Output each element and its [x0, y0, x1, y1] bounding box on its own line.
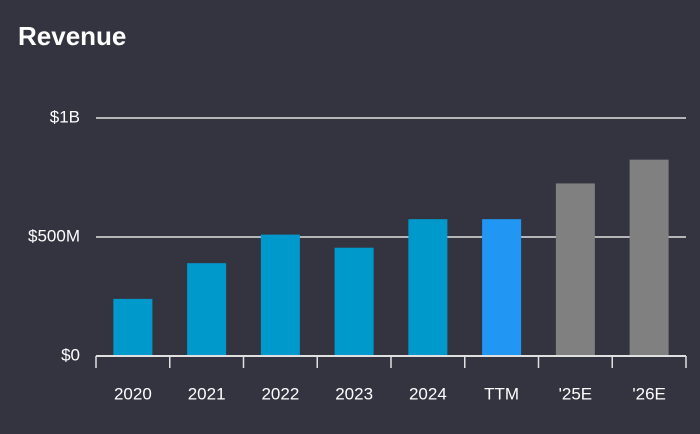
x-tick-label: 2020 [114, 384, 152, 403]
bar [260, 234, 300, 356]
bar [482, 219, 522, 356]
y-tick-label: $0 [61, 345, 80, 364]
x-tick-label: 2021 [188, 384, 226, 403]
bar [555, 183, 595, 356]
y-tick-label: $500M [28, 226, 80, 245]
x-tick-label: '26E [632, 384, 666, 403]
x-tick-label: 2024 [409, 384, 447, 403]
bar [334, 247, 374, 356]
bar [113, 298, 153, 356]
chart-title: Revenue [18, 21, 126, 51]
bar [187, 263, 227, 356]
bar [629, 159, 669, 356]
x-tick-label: '25E [559, 384, 593, 403]
x-tick-label: 2023 [335, 384, 373, 403]
y-tick-label: $1B [50, 107, 80, 126]
x-tick-label: 2022 [261, 384, 299, 403]
bar [408, 219, 448, 356]
x-tick-label: TTM [484, 384, 519, 403]
